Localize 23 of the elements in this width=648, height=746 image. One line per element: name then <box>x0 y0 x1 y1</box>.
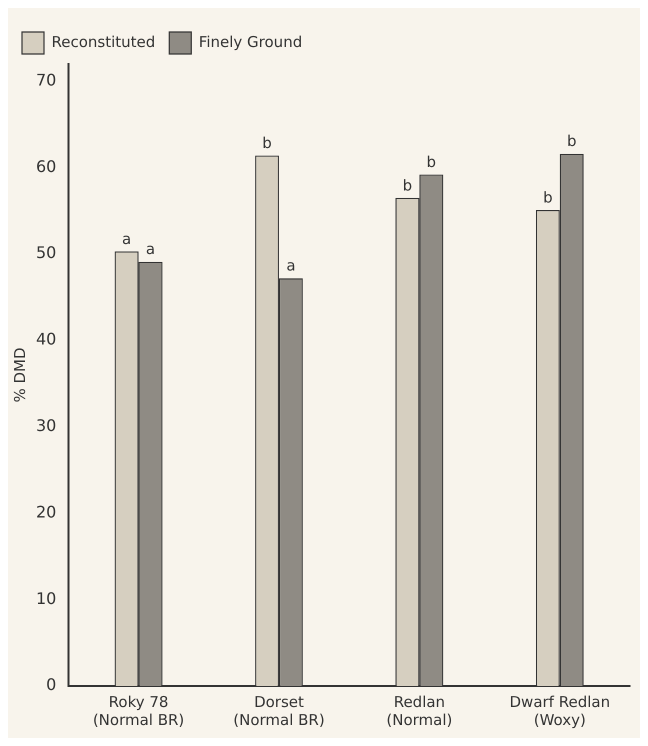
data-label: a <box>122 230 132 248</box>
y-tick-label: 10 <box>36 588 56 608</box>
x-tick-label: Dorset (Normal BR) <box>233 692 325 729</box>
x-tick-label: Dwarf Redlan (Woxy) <box>510 692 610 729</box>
legend-label: Finely Ground <box>198 32 302 51</box>
y-tick-label: 60 <box>36 156 56 176</box>
data-label: a <box>286 256 296 275</box>
data-label: b <box>566 132 576 150</box>
y-tick-label: 40 <box>36 330 56 349</box>
y-tick-label: 30 <box>36 416 56 435</box>
y-tick-label: 50 <box>36 243 56 262</box>
data-label: a <box>146 240 156 258</box>
x-tick-label: Redlan (Normal) <box>386 692 452 729</box>
data-label: b <box>426 152 436 171</box>
data-label: b <box>262 134 272 152</box>
x-tick-label: Roky 78 (Normal BR) <box>92 692 184 729</box>
y-tick-label: 0 <box>46 675 56 694</box>
y-tick-label: 20 <box>36 502 56 522</box>
legend-label: Reconstituted <box>52 32 156 51</box>
y-axis-title: % DMD <box>10 347 29 403</box>
data-label: b <box>543 188 553 206</box>
y-tick-label: 70 <box>36 70 56 90</box>
data-label: b <box>402 176 412 194</box>
